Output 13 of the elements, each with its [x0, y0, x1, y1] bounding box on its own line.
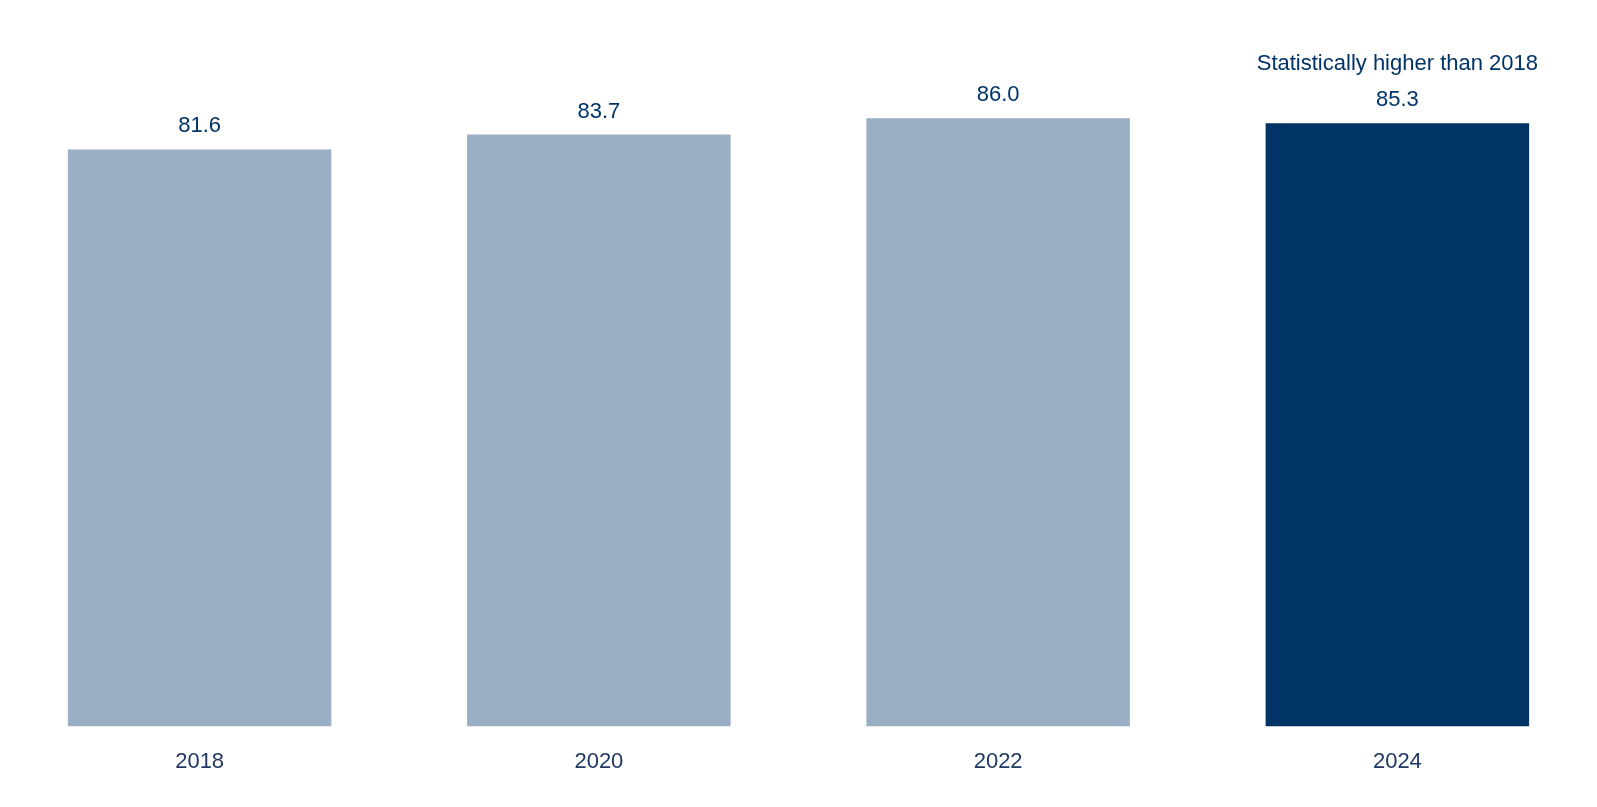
- data-label: 86.0: [976, 81, 1020, 107]
- bar: [467, 134, 731, 727]
- data-label: 83.7: [577, 97, 621, 123]
- x-tick-label: 2022: [973, 747, 1023, 773]
- annotation: Statistically higher than 2018: [1256, 50, 1539, 76]
- data-label: 85.3: [1375, 86, 1419, 112]
- x-tick-label: 2018: [175, 747, 225, 773]
- bar: [866, 118, 1130, 727]
- x-tick-label: 2024: [1372, 747, 1422, 773]
- x-tick-label: 2020: [574, 747, 624, 773]
- data-label: 81.6: [178, 112, 222, 138]
- bar: [67, 149, 332, 727]
- bar: [1265, 123, 1530, 727]
